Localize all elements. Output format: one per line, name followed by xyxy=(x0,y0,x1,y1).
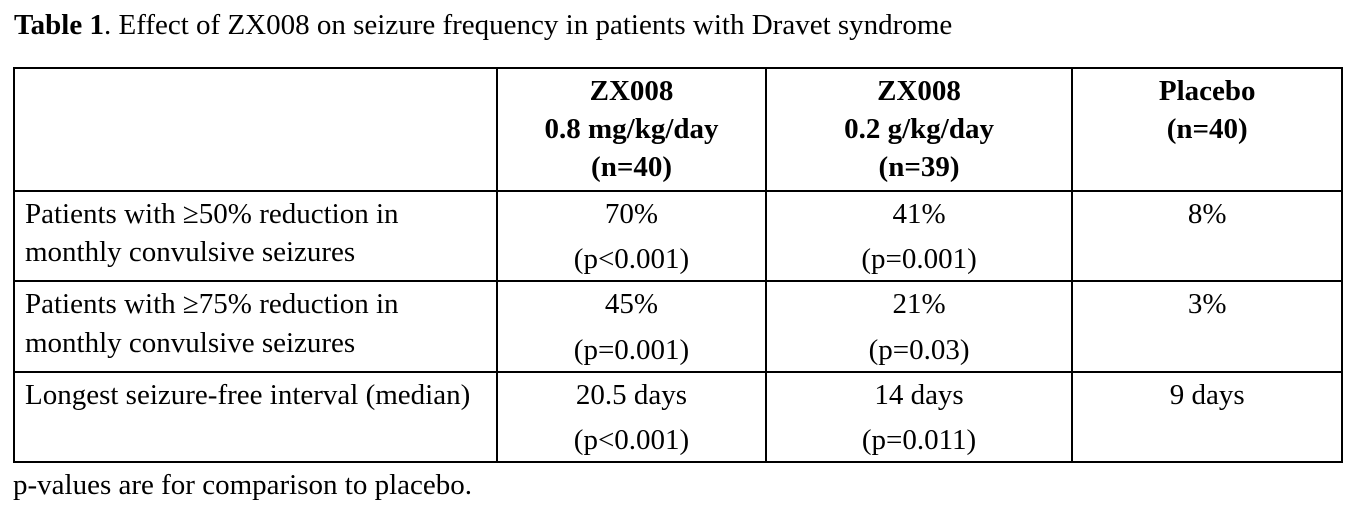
header-line-dose: 0.8 mg/kg/day xyxy=(544,113,719,146)
cell-placebo: 8% xyxy=(1071,189,1343,283)
cell-value: 14 days xyxy=(874,378,964,411)
table-title: Table 1. Effect of ZX008 on seizure freq… xyxy=(14,8,1345,43)
cell-value: 45% xyxy=(604,288,659,321)
cell-p-value: (p=0.001) xyxy=(573,333,690,366)
footnote: p-values are for comparison to placebo. xyxy=(13,469,472,502)
document-page: Table 1. Effect of ZX008 on seizure freq… xyxy=(12,8,1345,502)
table-row-50pct-reduction: Patients with ≥50% reduction in monthly … xyxy=(12,189,1343,283)
header-line-dose: 0.2 g/kg/day xyxy=(844,113,994,146)
cell-value: 70% xyxy=(604,197,659,230)
header-line-n: (n=40) xyxy=(1166,113,1248,146)
cell-value: 3% xyxy=(1187,288,1227,321)
table-header-row: ZX008 0.8 mg/kg/day (n=40) ZX008 0.2 g/k… xyxy=(12,66,1343,192)
cell-zx008-low: 21% (p=0.03) xyxy=(764,280,1074,373)
cell-p-value: (p<0.001) xyxy=(573,424,690,457)
cell-p-value: (p=0.001) xyxy=(861,243,977,276)
cell-value: 9 days xyxy=(1169,378,1245,411)
cell-zx008-low: 41% (p=0.001) xyxy=(764,189,1074,283)
row-label: Patients with ≥75% reduction in monthly … xyxy=(12,280,499,373)
results-table: ZX008 0.8 mg/kg/day (n=40) ZX008 0.2 g/k… xyxy=(12,66,1343,464)
header-line-drug: ZX008 xyxy=(589,74,674,107)
cell-p-value: (p<0.001) xyxy=(573,243,690,276)
header-line-n: (n=40) xyxy=(591,151,672,184)
table-title-text: . Effect of ZX008 on seizure frequency i… xyxy=(104,9,953,41)
cell-zx008-high: 70% (p<0.001) xyxy=(496,189,767,283)
cell-placebo: 9 days xyxy=(1071,370,1343,464)
cell-value: 20.5 days xyxy=(575,378,688,411)
cell-value: 8% xyxy=(1187,197,1227,230)
row-label: Longest seizure-free interval (median) xyxy=(12,370,499,464)
cell-zx008-low: 14 days (p=0.011) xyxy=(764,370,1074,464)
cell-value: 41% xyxy=(892,197,946,230)
cell-p-value: (p=0.011) xyxy=(861,424,977,457)
cell-value: 21% xyxy=(892,288,946,321)
cell-p-value: (p=0.03) xyxy=(868,333,970,366)
table-title-number: Table 1 xyxy=(14,9,104,41)
table-row-75pct-reduction: Patients with ≥75% reduction in monthly … xyxy=(12,280,1343,373)
header-zx008-low-dose: ZX008 0.2 g/kg/day (n=39) xyxy=(764,66,1074,192)
header-line-drug: ZX008 xyxy=(877,74,961,107)
header-placebo: Placebo (n=40) xyxy=(1071,66,1343,192)
cell-zx008-high: 20.5 days (p<0.001) xyxy=(496,370,767,464)
header-line-drug: Placebo xyxy=(1158,74,1256,107)
header-empty-cell xyxy=(12,66,499,192)
cell-placebo: 3% xyxy=(1071,280,1343,373)
cell-zx008-high: 45% (p=0.001) xyxy=(496,280,767,373)
header-line-n: (n=39) xyxy=(878,151,960,184)
header-zx008-high-dose: ZX008 0.8 mg/kg/day (n=40) xyxy=(496,66,767,192)
table-row-seizure-free-interval: Longest seizure-free interval (median) 2… xyxy=(12,370,1343,464)
row-label: Patients with ≥50% reduction in monthly … xyxy=(12,189,499,283)
